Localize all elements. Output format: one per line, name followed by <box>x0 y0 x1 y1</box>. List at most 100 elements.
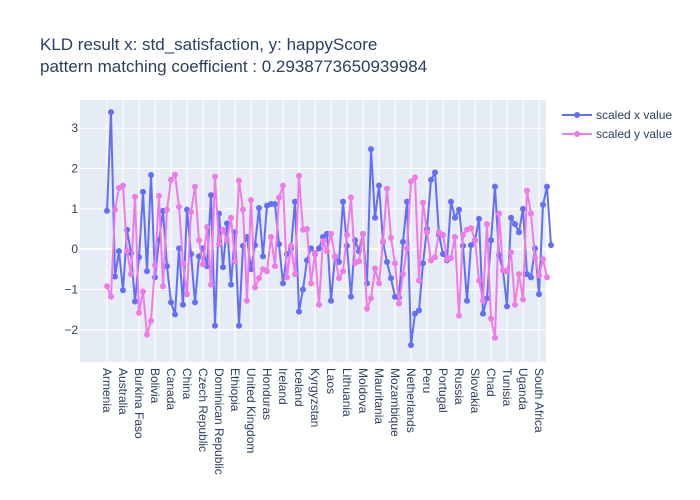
chart-subtitle: pattern matching coefficient : 0.2938773… <box>40 57 427 76</box>
data-point <box>420 199 426 206</box>
data-point <box>516 229 522 236</box>
chart-title: KLD result x: std_satisfaction, y: happy… <box>40 35 377 54</box>
y-tick-label: 3 <box>71 121 78 135</box>
data-point <box>232 258 238 265</box>
data-point <box>284 274 290 281</box>
data-point <box>412 174 418 181</box>
data-point <box>224 237 230 244</box>
data-point <box>224 220 230 227</box>
legend[interactable]: scaled x value scaled y value <box>562 108 672 141</box>
data-point <box>372 265 378 272</box>
data-point <box>488 315 494 322</box>
data-point <box>104 283 110 290</box>
data-point <box>536 272 542 279</box>
data-point <box>280 182 286 189</box>
data-point <box>432 254 438 261</box>
data-point <box>452 234 458 241</box>
data-point <box>508 214 514 221</box>
data-point <box>412 310 418 317</box>
data-point <box>536 291 542 298</box>
data-point <box>252 284 258 291</box>
data-point <box>384 185 390 192</box>
data-point <box>404 198 410 205</box>
x-tick-label: Dominican Republic <box>212 368 226 475</box>
data-point <box>164 206 170 213</box>
data-point <box>248 266 254 273</box>
x-tick-label: Laos <box>324 368 338 394</box>
data-point <box>464 297 470 304</box>
data-point <box>320 238 326 245</box>
data-point <box>124 248 130 255</box>
data-point <box>340 268 346 275</box>
data-point <box>496 210 502 217</box>
legend-item[interactable]: scaled x value <box>562 108 672 122</box>
data-point <box>388 234 394 241</box>
x-tick-label: Lithuania <box>340 368 354 417</box>
x-tick-label: Ethiopia <box>228 368 242 412</box>
data-point <box>220 264 226 271</box>
x-tick-label: Honduras <box>260 368 274 420</box>
x-axis-ticks: Armenia Australia Burkina Faso Bolivia Canad… <box>100 368 546 475</box>
data-point <box>108 293 114 300</box>
data-point <box>392 260 398 267</box>
data-point <box>236 322 242 329</box>
data-point <box>148 171 154 178</box>
x-tick-label: Australia <box>116 368 130 415</box>
data-point <box>208 192 214 199</box>
data-point <box>108 109 114 116</box>
data-point <box>504 303 510 310</box>
data-point <box>116 248 122 255</box>
data-point <box>408 178 414 185</box>
data-point <box>280 280 286 287</box>
data-point <box>140 188 146 195</box>
legend-item[interactable]: scaled y value <box>562 127 672 141</box>
y-tick-label: −1 <box>64 282 78 296</box>
data-point <box>408 342 414 349</box>
data-point <box>328 297 334 304</box>
data-point <box>272 263 278 270</box>
data-point <box>476 277 482 284</box>
data-point <box>260 253 266 260</box>
data-point <box>180 301 186 308</box>
x-tick-label: Armenia <box>100 368 114 413</box>
data-point <box>492 334 498 341</box>
data-point <box>492 183 498 190</box>
data-point <box>144 268 150 275</box>
data-point <box>396 300 402 307</box>
data-point <box>164 263 170 270</box>
data-point <box>312 250 318 257</box>
data-point <box>264 268 270 275</box>
data-point <box>416 277 422 284</box>
data-point <box>524 187 530 194</box>
series-layer <box>104 109 554 349</box>
y-tick-label: 1 <box>71 202 78 216</box>
data-point <box>168 299 174 306</box>
x-tick-label: South Africa <box>532 368 546 433</box>
data-point <box>276 194 282 201</box>
data-point <box>144 331 150 338</box>
x-tick-label: Mozambique <box>388 368 402 437</box>
data-point <box>308 280 314 287</box>
data-point <box>488 237 494 244</box>
data-point <box>236 177 242 184</box>
data-point <box>212 173 218 180</box>
data-point <box>380 238 386 245</box>
data-point <box>220 226 226 233</box>
x-tick-label: Ireland <box>276 368 290 405</box>
legend-label: scaled y value <box>596 127 672 141</box>
data-point <box>512 301 518 308</box>
data-point <box>456 312 462 319</box>
data-point <box>340 198 346 205</box>
data-point <box>296 172 302 179</box>
data-point <box>244 297 250 304</box>
data-point <box>544 274 550 281</box>
data-point <box>152 262 158 269</box>
x-tick-label: Czech Republic <box>196 368 210 452</box>
data-point <box>448 255 454 262</box>
data-point <box>472 237 478 244</box>
data-point <box>128 271 134 278</box>
data-point <box>168 176 174 183</box>
data-point <box>140 288 146 295</box>
x-tick-label: Iceland <box>292 368 306 407</box>
